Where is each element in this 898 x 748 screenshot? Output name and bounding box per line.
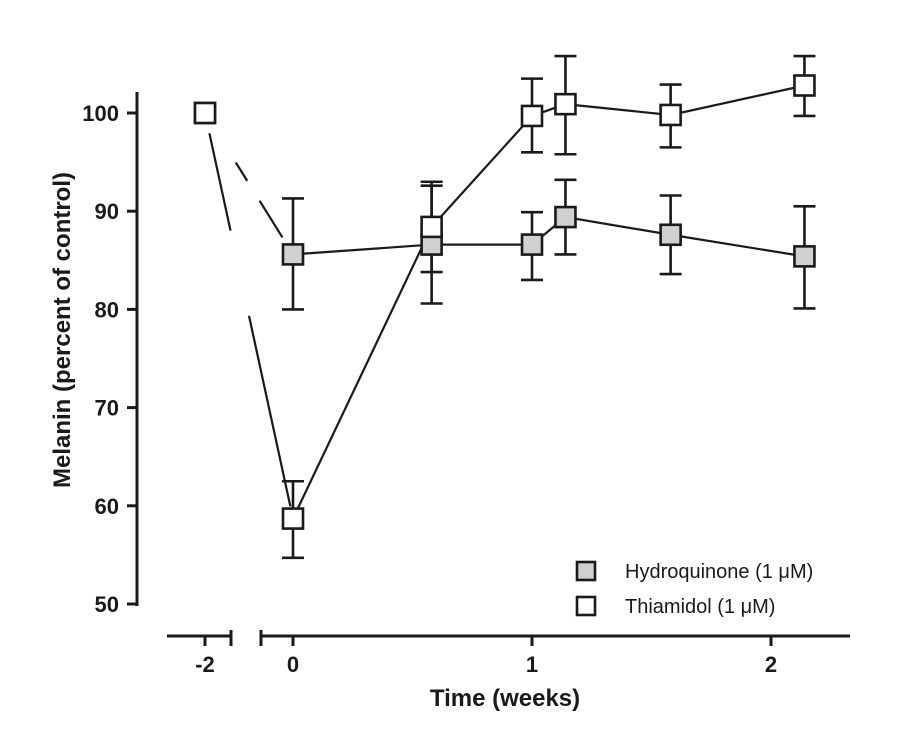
x-tick-label: 1 [526, 652, 538, 677]
data-point-thiamidol [793, 74, 816, 97]
x-tick-label: 2 [765, 652, 777, 677]
legend-label-thiamidol: Thiamidol (1 μM) [625, 596, 775, 618]
y-tick-label: 60 [95, 494, 119, 519]
data-point-thiamidol [554, 92, 577, 116]
series-connector-thiamidol [208, 133, 232, 231]
legend-marker-hydroquinone [575, 560, 597, 582]
y-tick-label: 100 [82, 101, 119, 126]
series-lines [208, 84, 805, 520]
y-axis-ticks: 50 60 70 80 90 100 [82, 101, 137, 617]
data-point-hydroquinone [793, 245, 816, 268]
data-point-hydroquinone [659, 223, 682, 247]
y-tick-label: 70 [95, 396, 119, 421]
y-axis-title: Melanin (percent of control) [49, 172, 76, 488]
x-tick-label: -2 [195, 652, 215, 677]
data-markers [193, 74, 816, 530]
data-point-thiamidol [281, 507, 305, 530]
data-point-thiamidol [420, 215, 443, 239]
x-axis-ticks: -2 0 1 2 [195, 636, 777, 677]
series-connector-thiamidol [247, 315, 292, 507]
data-point-thiamidol [659, 103, 682, 127]
x-axis-title: Time (weeks) [430, 685, 580, 712]
series-line-thiamidol [292, 84, 805, 520]
legend-label-hydroquinone: Hydroquinone (1 μM) [625, 561, 813, 583]
x-tick-label: 0 [287, 652, 299, 677]
data-point-thiamidol [520, 104, 544, 128]
data-point-hydroquinone [281, 243, 305, 266]
series-line-hydroquinone [292, 215, 805, 258]
legend-marker-thiamidol [575, 595, 597, 617]
y-tick-label: 80 [95, 297, 119, 322]
data-point-thiamidol [193, 101, 217, 125]
legend: Hydroquinone (1 μM) Thiamidol (1 μM) [575, 560, 813, 618]
data-point-hydroquinone [554, 205, 577, 229]
data-point-hydroquinone [520, 233, 544, 256]
error-bars [282, 54, 816, 560]
y-tick-label: 90 [95, 199, 119, 224]
series-connector-hydroquinone [234, 161, 249, 182]
y-tick-label: 50 [95, 592, 119, 617]
series-connector-hydroquinone [258, 200, 284, 239]
